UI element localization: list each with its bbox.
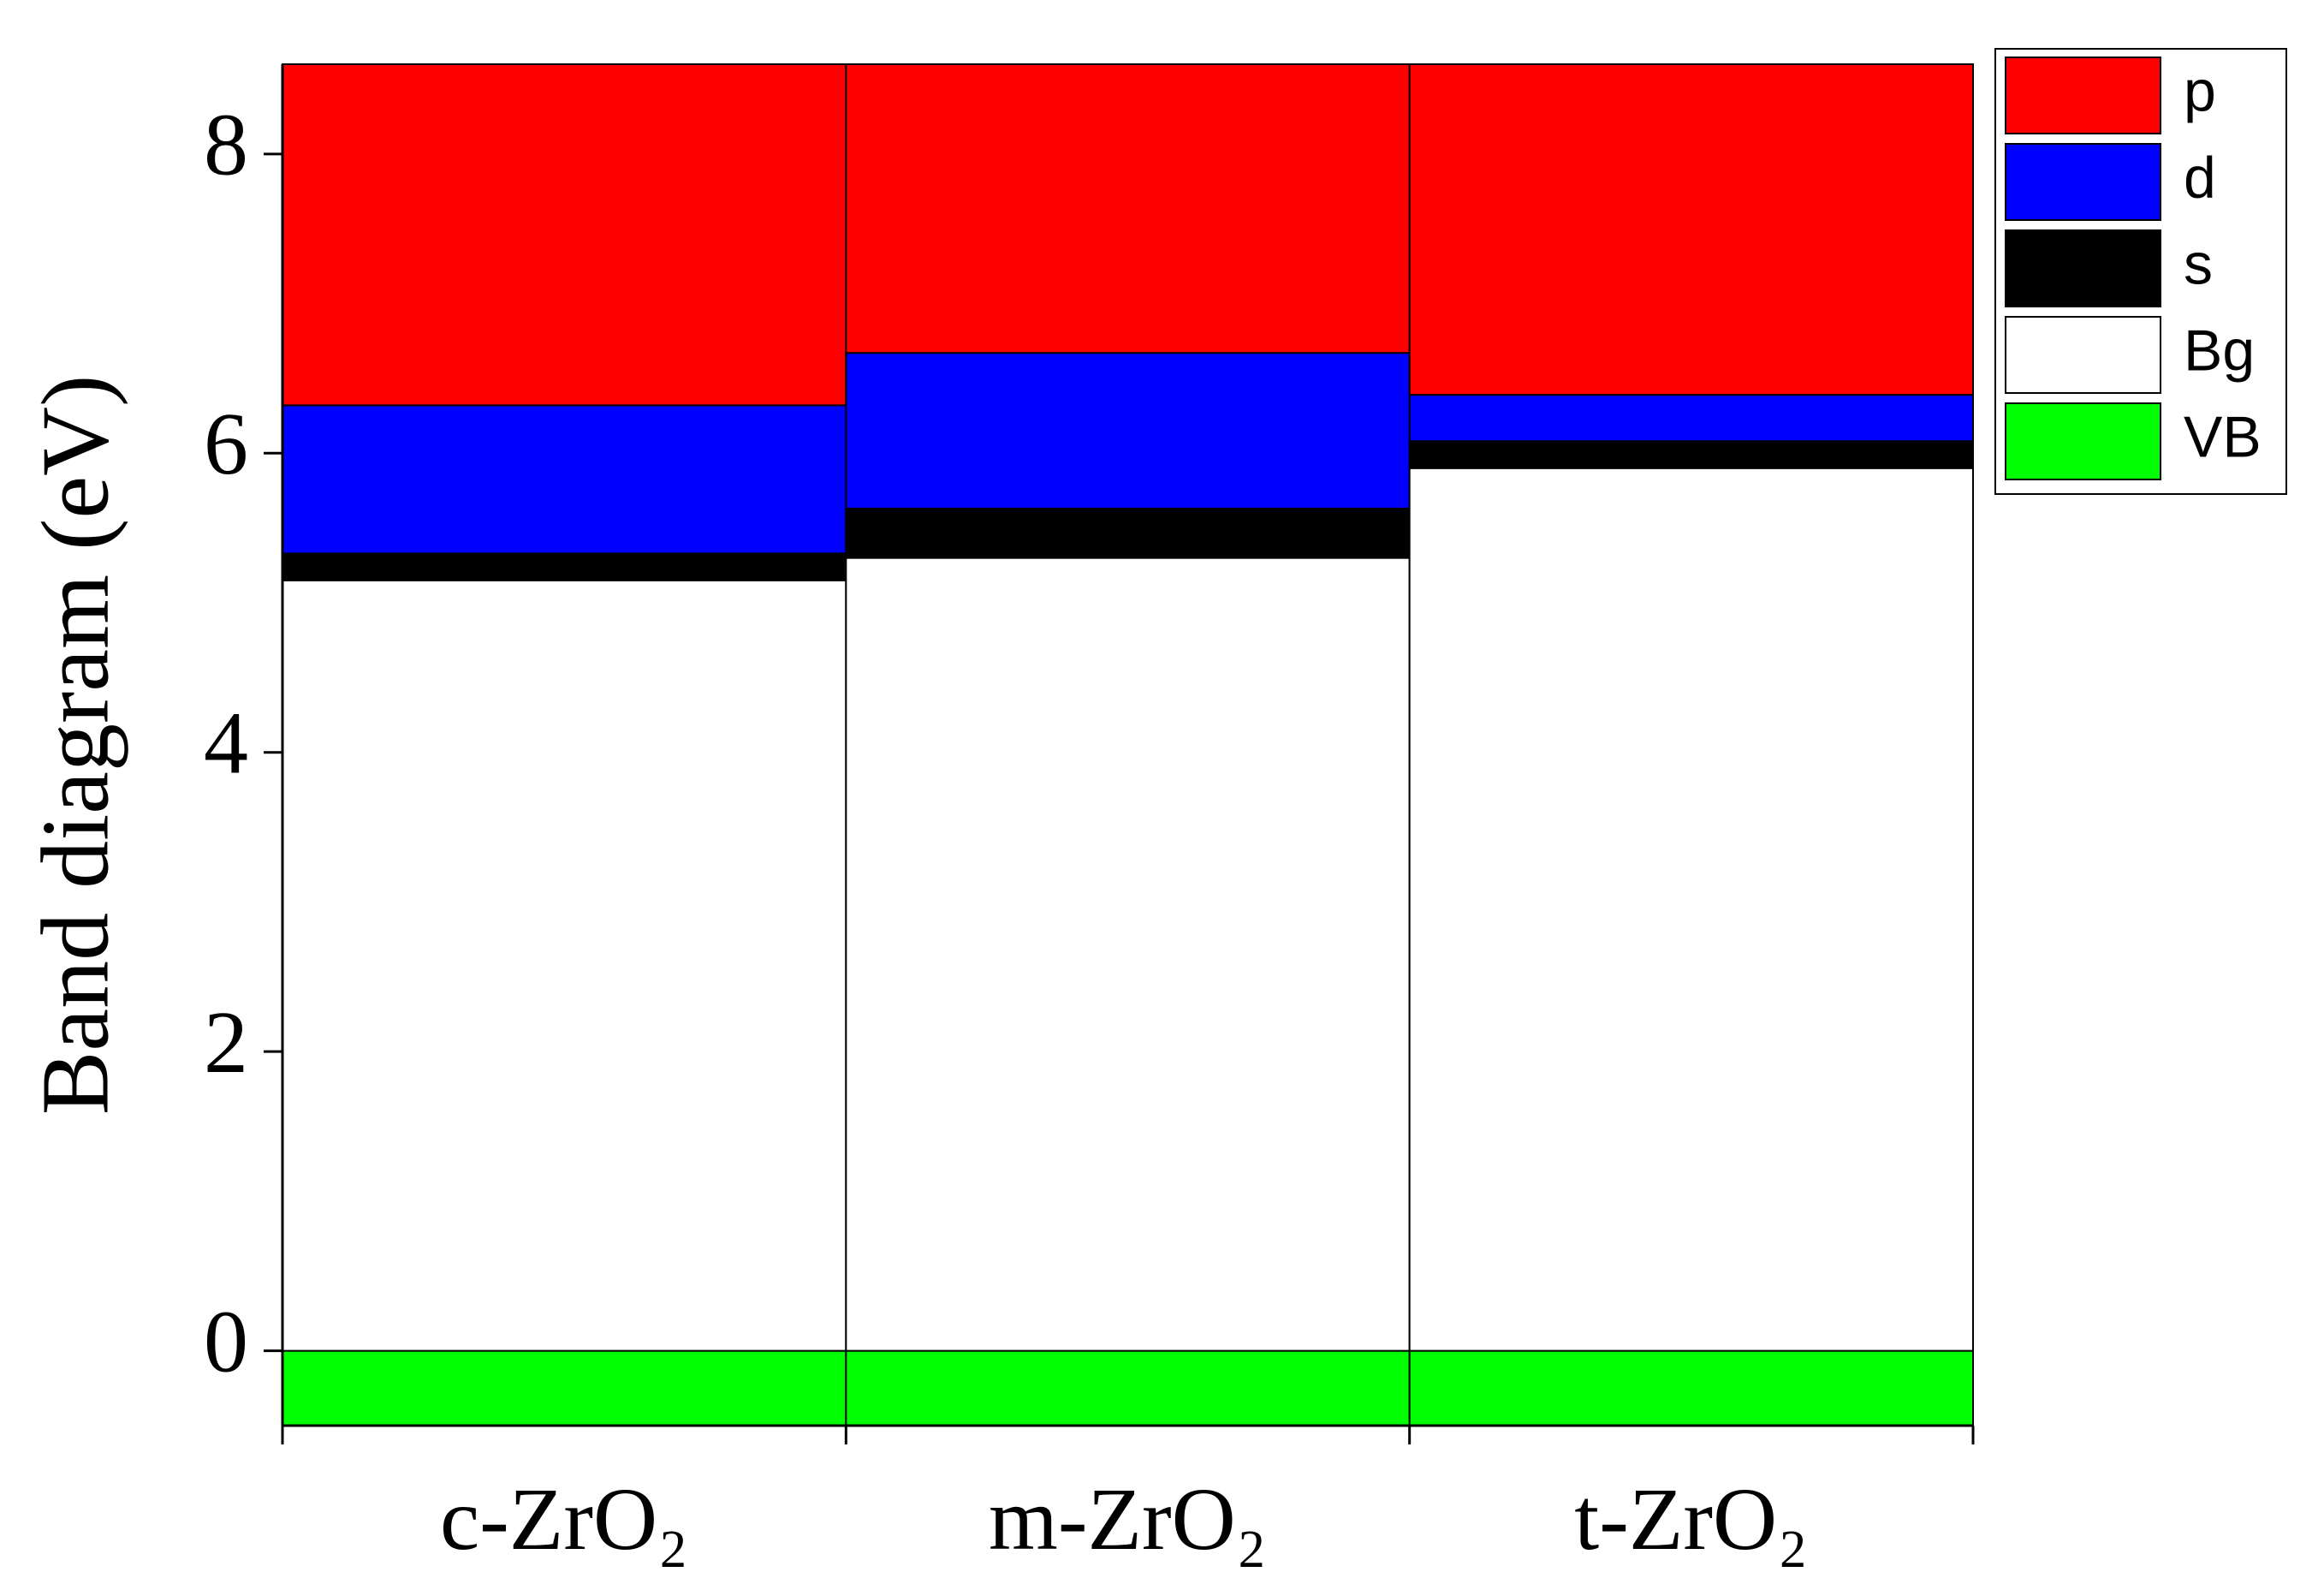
bar-segment	[282, 63, 847, 407]
bar-segment	[845, 557, 1411, 1352]
bar-segment	[1408, 467, 1974, 1352]
y-tick-label: 0	[204, 1292, 248, 1391]
legend-label: s	[2184, 231, 2213, 296]
bar-segment	[845, 507, 1411, 559]
x-tick-label: c-ZrO₂	[440, 1470, 688, 1569]
bar-segment	[845, 1349, 1411, 1426]
legend-label: VB	[2184, 404, 2262, 469]
legend-label: d	[2184, 145, 2216, 210]
x-tick-label: m-ZrO₂	[989, 1470, 1267, 1569]
y-tick-label: 8	[204, 96, 248, 194]
bar-segment	[282, 552, 847, 581]
legend-swatch	[2005, 57, 2161, 134]
legend-label: Bg	[2184, 318, 2255, 383]
bar-segment	[282, 404, 847, 555]
bar-segment	[1408, 440, 1974, 469]
y-axis-label: Band diagram (eV)	[23, 375, 129, 1116]
bar-segment	[1408, 63, 1974, 396]
y-tick-label: 6	[204, 395, 248, 493]
bar-segment	[282, 1349, 847, 1426]
legend-swatch	[2005, 143, 2161, 221]
bar-segment	[282, 579, 847, 1352]
bar-segment	[1408, 1349, 1974, 1426]
y-tick-label: 2	[204, 993, 248, 1092]
bar-segment	[845, 63, 1411, 354]
legend-swatch	[2005, 316, 2161, 394]
bar-segment	[845, 352, 1411, 509]
legend-label: p	[2184, 58, 2216, 123]
y-tick-label: 4	[204, 694, 248, 793]
bar-segment	[1408, 394, 1974, 443]
legend-swatch	[2005, 402, 2161, 480]
x-tick-label: t-ZrO₂	[1574, 1470, 1808, 1569]
legend-swatch	[2005, 229, 2161, 307]
